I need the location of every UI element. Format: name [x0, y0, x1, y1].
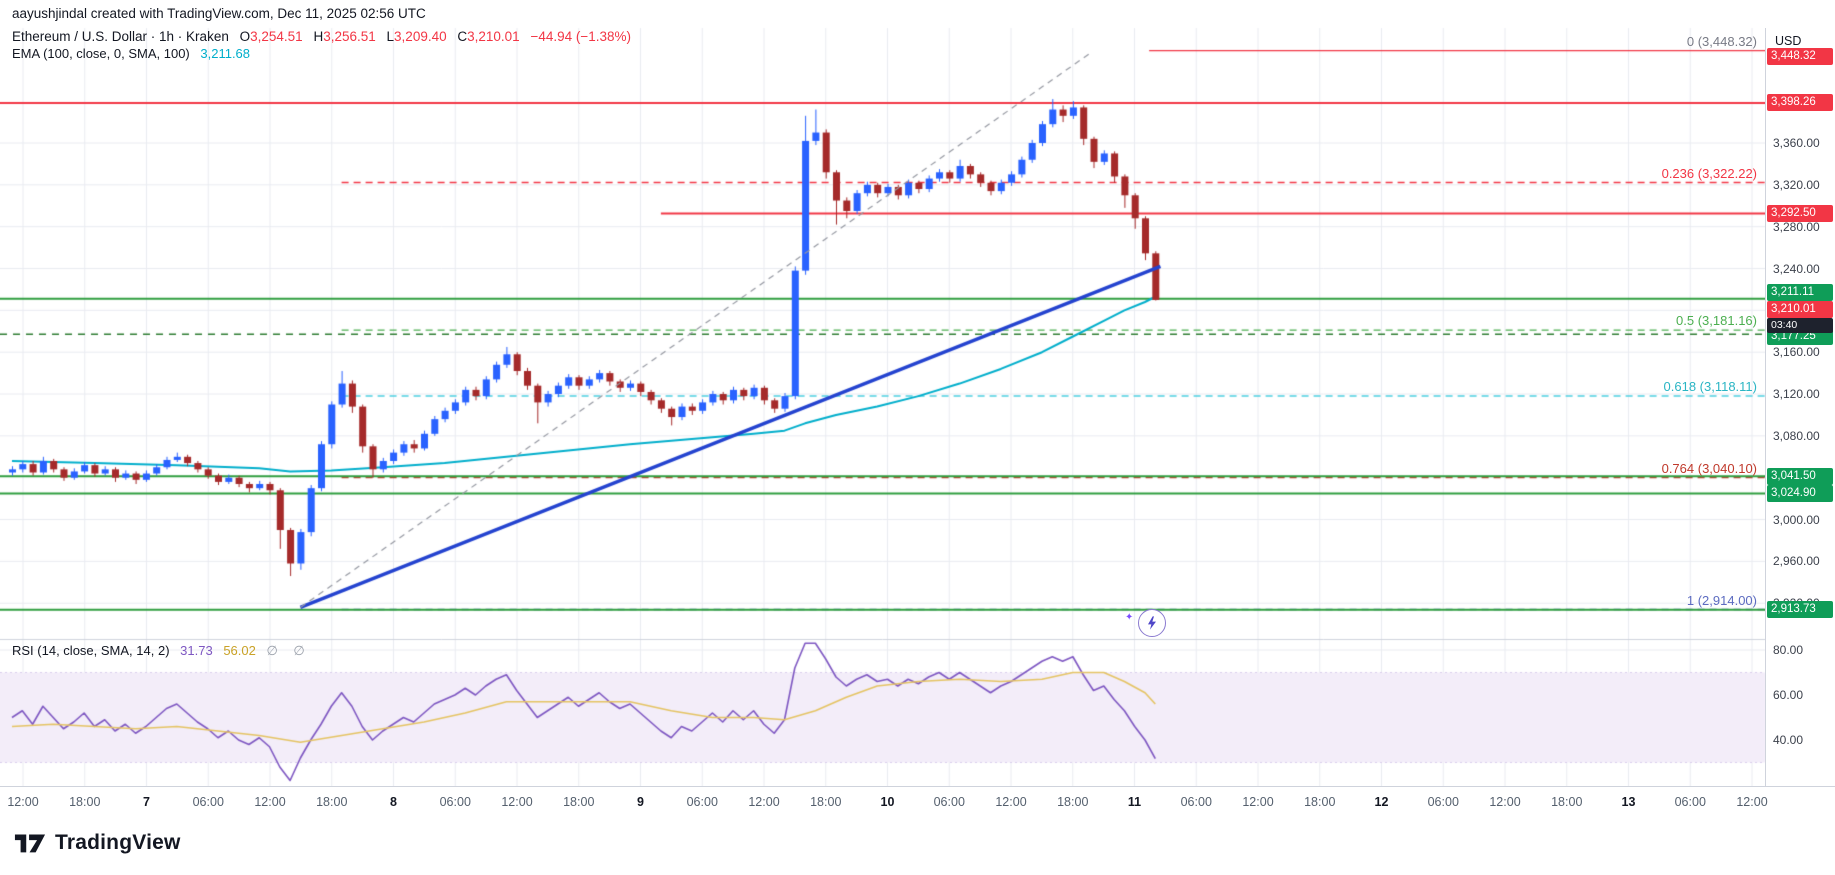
price-tag: 2,913.73 — [1767, 601, 1833, 619]
tradingview-logo-mark — [14, 834, 46, 853]
lightning-button[interactable]: ✦ — [1125, 609, 1166, 637]
price-axis-label: 2,960.00 — [1773, 554, 1820, 569]
time-axis-label: 12:00 — [1242, 795, 1274, 809]
low-value: 3,209.40 — [394, 29, 447, 44]
price-tag: 3,398.26 — [1767, 94, 1833, 112]
price-axis-label: 3,120.00 — [1773, 387, 1820, 402]
rsi-axis-label: 80.00 — [1773, 643, 1804, 657]
ema-value: 3,211.68 — [200, 46, 251, 61]
price-tag: 3,292.50 — [1767, 205, 1833, 223]
time-axis-label: 06:00 — [686, 795, 718, 809]
price-tag: 3,210.01 — [1767, 301, 1833, 319]
rsi-title: RSI — [12, 643, 34, 658]
time-axis-label: 12:00 — [1489, 795, 1521, 809]
close-value: 3,210.01 — [467, 29, 520, 44]
time-axis-label: 13 — [1621, 795, 1636, 809]
sparkle-icon: ✦ — [1125, 612, 1134, 623]
fib-level-label: 1 (2,914.00) — [1686, 592, 1757, 608]
ema-label: EMA (100, close, 0, SMA, 100) — [12, 46, 190, 61]
time-axis-label: 06:00 — [1427, 795, 1459, 809]
open-label: O — [239, 29, 251, 44]
price-axis-label: 3,280.00 — [1773, 219, 1820, 234]
time-axis-label: 9 — [637, 795, 644, 809]
hidden-plot-icons[interactable]: ∅ ∅ — [266, 643, 311, 658]
symbol-legend: Ethereum / U.S. Dollar · 1h · Kraken O3,… — [12, 29, 631, 44]
rsi-axis-label: 40.00 — [1773, 733, 1804, 747]
ema-legend: EMA (100, close, 0, SMA, 100) 3,211.68 — [12, 46, 250, 61]
price-tag: 3,024.90 — [1767, 485, 1833, 502]
time-axis-label: 18:00 — [316, 795, 348, 809]
time-axis-label: 12 — [1374, 795, 1389, 809]
high-label: H — [313, 29, 324, 44]
time-axis-label: 10 — [880, 795, 895, 809]
rsi-value: 31.73 — [180, 643, 213, 658]
rsi-legend: RSI (14, close, SMA, 14, 2) 31.73 56.02 … — [12, 643, 311, 659]
time-axis-label: 18:00 — [1551, 795, 1583, 809]
lightning-icon — [1138, 609, 1166, 637]
price-tag: 3,448.32 — [1767, 48, 1833, 66]
time-axis-label: 12:00 — [7, 795, 39, 809]
time-axis-label: 12:00 — [254, 795, 286, 809]
time-axis-label: 06:00 — [933, 795, 965, 809]
time-axis-label: 18:00 — [1057, 795, 1089, 809]
rsi-sma-value: 56.02 — [223, 643, 256, 658]
low-label: L — [386, 29, 395, 44]
time-axis-label: 18:00 — [563, 795, 595, 809]
tradingview-logo[interactable]: TradingView — [14, 830, 181, 856]
price-axis-label: 3,320.00 — [1773, 177, 1820, 192]
change-value: −44.94 (−1.38%) — [530, 29, 632, 44]
close-label: C — [457, 29, 468, 44]
time-axis-label: 18:00 — [1304, 795, 1336, 809]
time-axis-label: 18:00 — [69, 795, 101, 809]
price-axis-label: 3,240.00 — [1773, 261, 1820, 276]
rsi-params: (14, close, SMA, 14, 2) — [37, 643, 170, 658]
time-axis-label: 12:00 — [501, 795, 533, 809]
time-axis-label: 7 — [143, 795, 150, 809]
time-axis-label: 06:00 — [1180, 795, 1212, 809]
time-axis-label: 18:00 — [810, 795, 842, 809]
price-axis[interactable]: USD 3,360.00 3,320.00 3,280.00 3,240.00 3,16… — [1765, 28, 1835, 786]
price-tag: 3,041.50 — [1767, 467, 1833, 485]
high-value: 3,256.51 — [323, 29, 376, 44]
time-axis-label: 12:00 — [1736, 795, 1768, 809]
fib-level-label: 0 (3,448.32) — [1686, 33, 1757, 49]
time-axis-label: 8 — [390, 795, 397, 809]
countdown-tag: 03:40 — [1767, 318, 1833, 334]
price-axis-label: 3,080.00 — [1773, 428, 1820, 443]
fib-level-label: 0.236 (3,322.22) — [1661, 165, 1757, 181]
time-axis-label: 12:00 — [748, 795, 780, 809]
price-axis-label: 3,360.00 — [1773, 136, 1820, 150]
time-axis-label: 06:00 — [192, 795, 224, 809]
time-axis-label: 11 — [1127, 795, 1142, 809]
symbol-title: Ethereum / U.S. Dollar · 1h · Kraken — [12, 29, 229, 44]
fib-level-label: 0.618 (3,118.11) — [1663, 379, 1757, 395]
time-axis[interactable]: 12:00 18:00 7 06:00 12:00 18:00 8 06:00 12:00 18:… — [0, 786, 1835, 819]
time-axis-label: 06:00 — [439, 795, 471, 809]
price-tag: 3,211.11 — [1767, 284, 1833, 302]
fib-level-label: 0.764 (3,040.10) — [1661, 460, 1757, 476]
price-axis-label: 3,000.00 — [1773, 512, 1820, 527]
price-chart-canvas[interactable] — [0, 0, 1765, 818]
time-axis-label: 06:00 — [1674, 795, 1706, 809]
fib-level-label: 0.5 (3,181.16) — [1676, 313, 1757, 329]
attribution-text: aayushjindal created with TradingView.co… — [12, 6, 426, 21]
rsi-axis-label: 60.00 — [1773, 688, 1804, 702]
axis-currency-label: USD — [1775, 34, 1802, 48]
open-value: 3,254.51 — [250, 29, 303, 44]
price-axis-label: 3,160.00 — [1773, 345, 1820, 360]
time-axis-label: 12:00 — [995, 795, 1027, 809]
tradingview-logo-text: TradingView — [55, 831, 181, 854]
